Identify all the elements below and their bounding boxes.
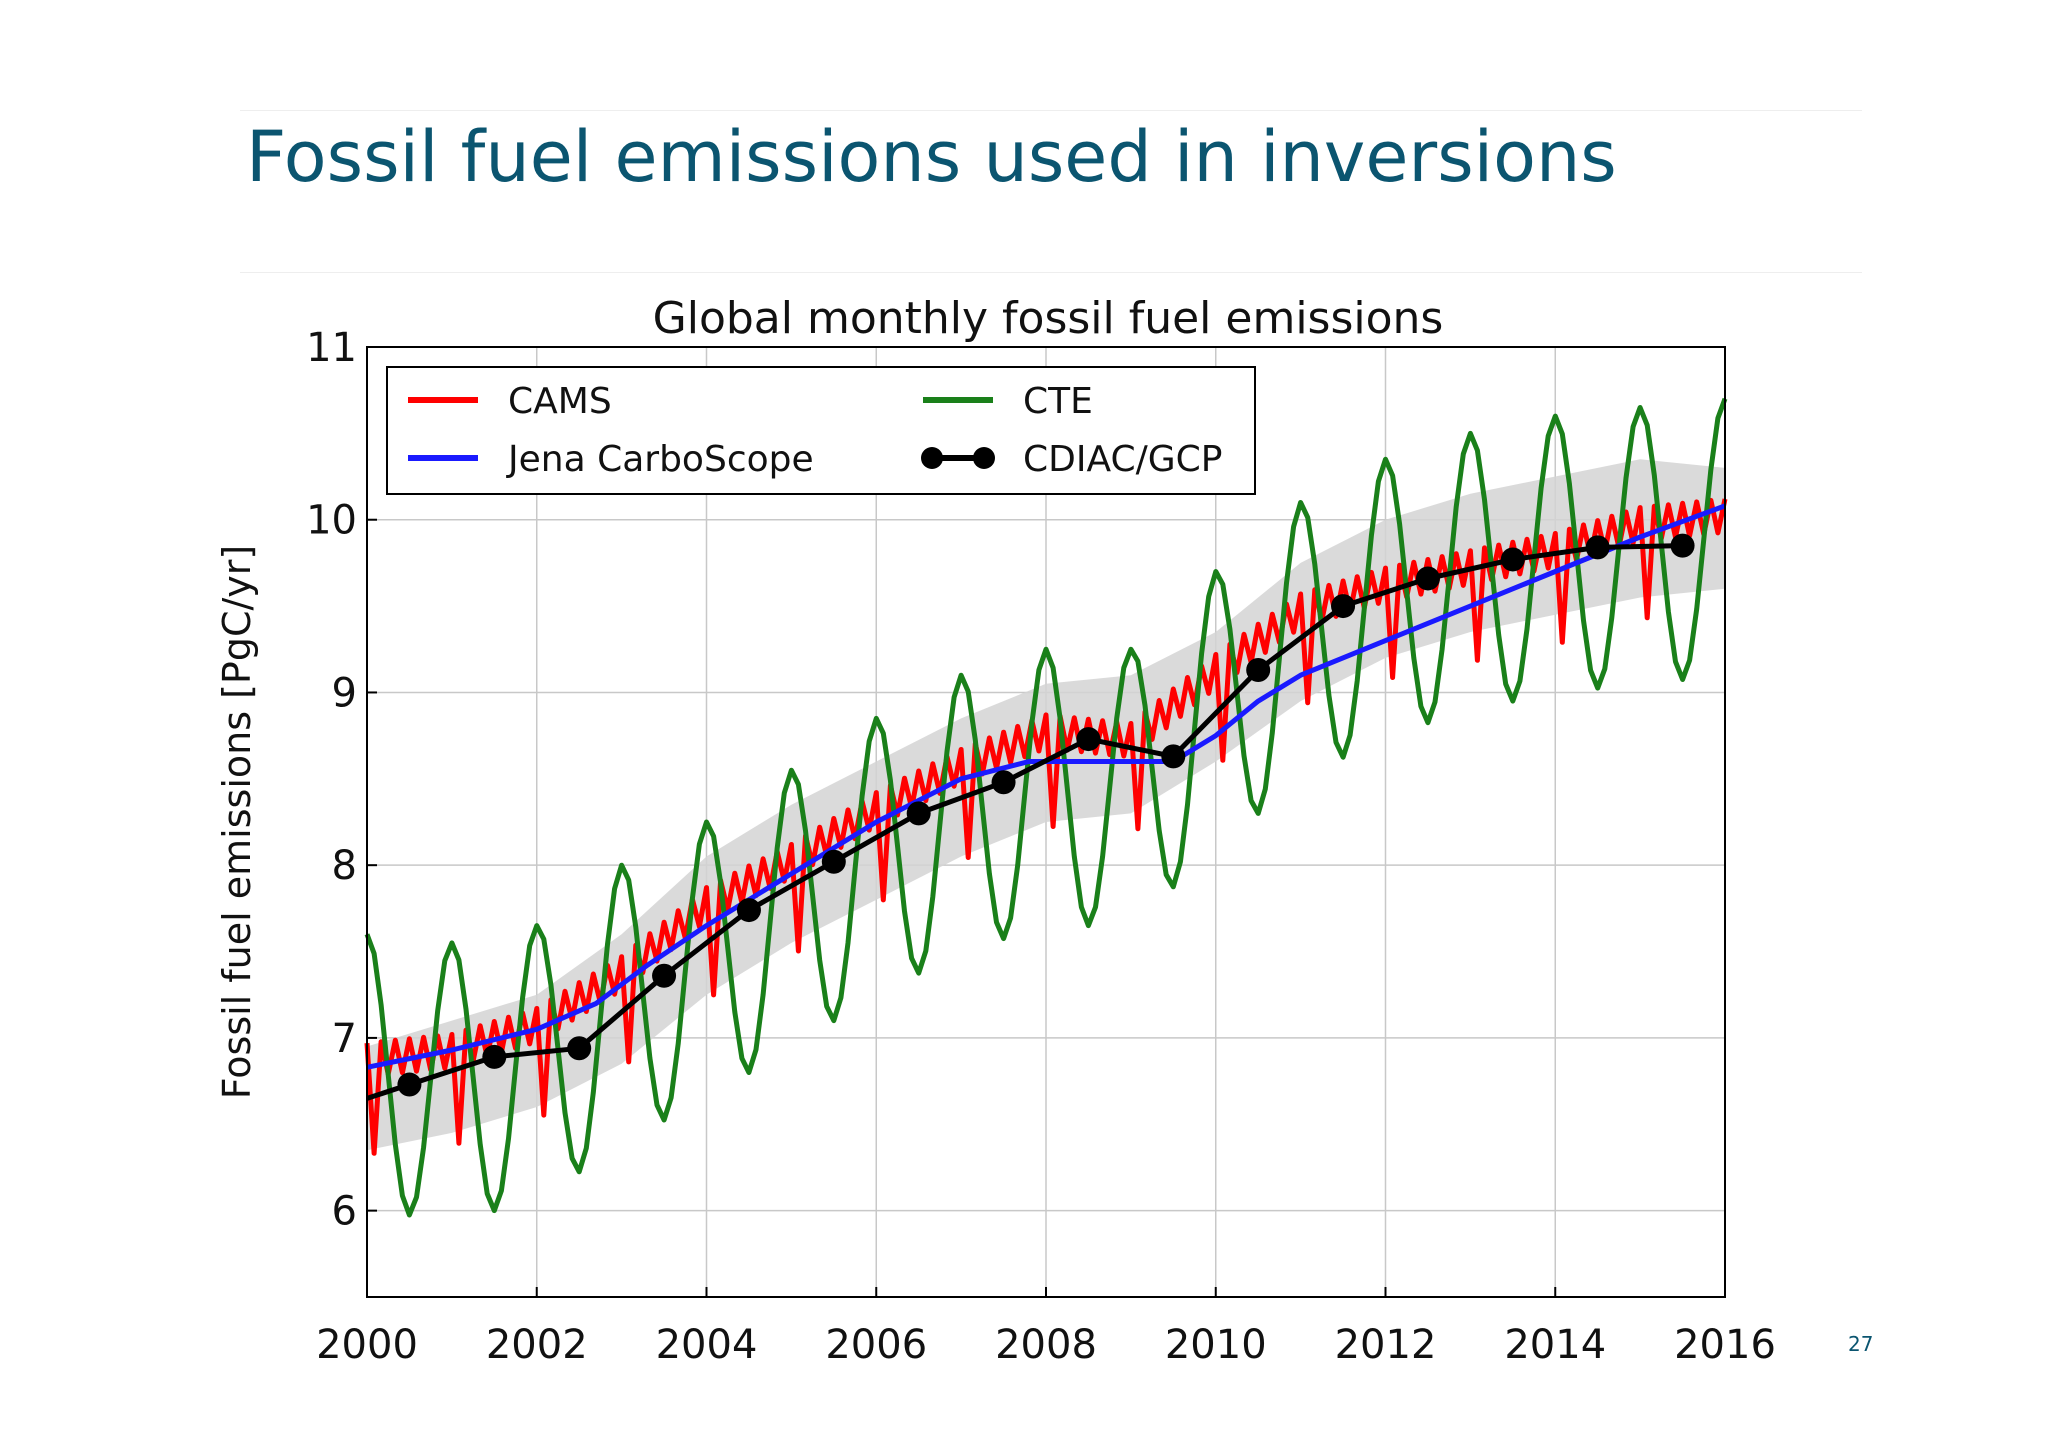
data-point: [1670, 533, 1695, 558]
legend-item: CAMS: [408, 381, 612, 422]
legend-item: Jena CarboScope: [408, 439, 814, 480]
legend-label: CAMS: [508, 381, 612, 422]
legend-label: CTE: [1023, 381, 1093, 422]
data-point: [906, 801, 931, 826]
data-point: [567, 1036, 592, 1061]
legend-item: CDIAC/GCP: [921, 439, 1222, 480]
x-tick-label: 2002: [486, 1322, 588, 1368]
data-point: [1500, 547, 1525, 572]
y-tick-label: 7: [332, 1016, 357, 1062]
x-tick-label: 2012: [1335, 1322, 1437, 1368]
series-line-cte: [364, 397, 1728, 1218]
x-tick-label: 2014: [1504, 1322, 1606, 1368]
x-tick-label: 2008: [995, 1322, 1097, 1368]
data-point: [736, 898, 761, 923]
legend-marker: [921, 447, 943, 469]
data-point: [821, 849, 846, 874]
series-line-cams: [364, 497, 1728, 1156]
data-point: [1585, 535, 1610, 560]
x-tick-label: 2016: [1674, 1322, 1776, 1368]
data-point: [1331, 594, 1356, 619]
data-point: [482, 1044, 507, 1069]
title-top-rule: [240, 110, 1862, 111]
data-point: [1161, 744, 1186, 769]
x-tick-label: 2004: [656, 1322, 758, 1368]
legend-label: CDIAC/GCP: [1023, 439, 1222, 480]
y-tick-label: 10: [306, 498, 357, 544]
legend-box: [386, 366, 1256, 495]
legend-marker: [973, 447, 995, 469]
data-point: [1246, 658, 1271, 682]
page-number: 27: [1848, 1332, 1874, 1356]
y-tick-label: 11: [306, 325, 357, 371]
data-point: [397, 1072, 422, 1097]
series-line-jena-carboscope: [366, 503, 1726, 1070]
data-point: [652, 963, 677, 988]
chart-title: Global monthly fossil fuel emissions: [653, 293, 1444, 344]
data-point: [1415, 566, 1440, 591]
slide-title: Fossil fuel emissions used in inversions: [246, 116, 1617, 198]
data-point: [1076, 727, 1101, 752]
y-axis-label: Fossil fuel emissions [PgC/yr]: [215, 545, 259, 1099]
y-tick-label: 6: [332, 1189, 357, 1235]
legend: CAMS CTE Jena CarboScope CDIAC/GCP: [386, 366, 1256, 495]
x-tick-label: 2010: [1165, 1322, 1267, 1368]
y-tick-label: 8: [332, 843, 357, 889]
uncertainty-band: [367, 459, 1725, 1151]
data-point: [991, 770, 1016, 795]
legend-item: CTE: [923, 381, 1093, 422]
title-bottom-rule: [240, 272, 1862, 273]
y-tick-label: 9: [332, 670, 357, 716]
x-tick-label: 2006: [825, 1322, 927, 1368]
x-tick-label: 2000: [316, 1322, 418, 1368]
legend-label: Jena CarboScope: [506, 439, 814, 480]
